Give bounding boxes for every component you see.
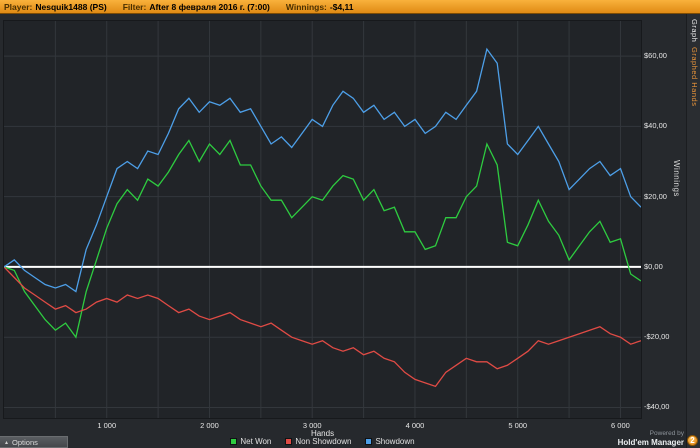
x-tick-label: 5 000 [508,421,528,430]
filter-label: Filter: [122,1,147,12]
series-non-showdown [4,266,641,388]
y-tick-label: -$20,00 [644,332,670,342]
winnings-label: Winnings: [285,1,327,12]
chart-legend: Net Won Non Showdown Showdown [0,437,645,446]
legend-swatch [365,438,373,445]
tab-graphed-hands[interactable]: Graphed Hands [690,47,699,107]
chevron-up-icon: ▴ [5,439,9,446]
series-net-won [4,139,641,339]
series-showdown [4,47,641,293]
x-tick-label: 6 000 [611,421,630,430]
options-button[interactable]: ▴ Options [0,436,68,448]
legend-item: Showdown [365,437,415,446]
x-axis-title: Hands [310,429,335,438]
x-tick-label: 4 000 [405,421,425,430]
hm2-logo-icon: 2 [687,435,698,446]
y-axis-labels: $60,00 $40,00 $20,00 $0,00 -$20,00 -$40,00 [644,21,676,420]
legend-item: Net Won [230,437,271,446]
powered-by-text: Powered by [649,430,684,438]
graph-plot-area [3,20,642,419]
y-tick-label: $40,00 [644,121,667,131]
legend-label: Net Won [240,437,272,446]
legend-label: Non Showdown [295,437,352,446]
legend-swatch [285,438,293,445]
legend-label: Showdown [375,437,415,446]
y-tick-label: $60,00 [644,51,667,61]
legend-swatch [230,438,238,445]
y-tick-label: -$40,00 [644,402,670,412]
y-tick-label: $0,00 [644,261,663,271]
legend-item: Non Showdown [285,437,351,446]
brand-name: Hold'em Manager [617,437,684,447]
x-tick-label: 2 000 [200,421,219,430]
x-tick-label: 1 000 [97,421,117,430]
header-bar: Player: Nesquik1488 (PS) Filter: After 8… [0,0,700,14]
side-tab-strip: Graph Graphed Hands [686,14,700,448]
y-tick-label: $20,00 [644,191,667,201]
chart-svg [4,21,641,418]
filter-value: After 8 февраля 2016 г. (7:00) [149,1,270,12]
powered-by: Powered by Hold'em Manager [618,430,684,447]
winnings-value: -$4,11 [329,1,354,12]
options-label: Options [12,437,38,447]
player-value: Nesquik1488 (PS) [35,1,107,12]
x-axis-labels: 1 000 2 000 3 000 4 000 5 000 6 000 [4,421,641,431]
x-tick-label: 3 000 [302,421,322,430]
player-label: Player: [4,1,33,12]
y-axis-title: Winnings [672,160,681,197]
tab-graph[interactable]: Graph [690,19,699,43]
